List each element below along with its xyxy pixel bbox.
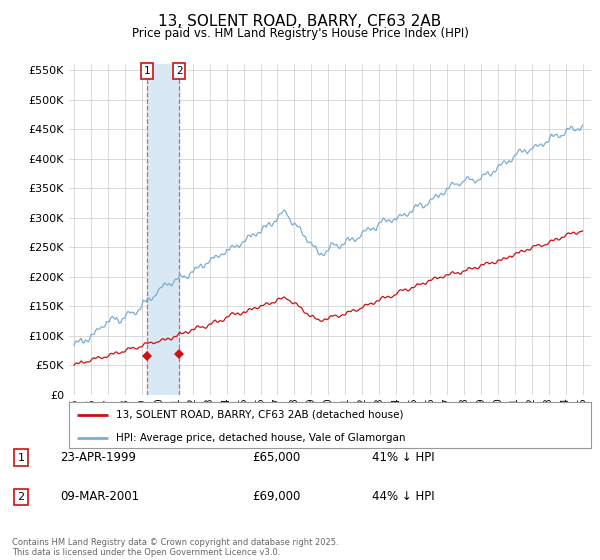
Text: 1: 1 [17,452,25,463]
Text: 41% ↓ HPI: 41% ↓ HPI [372,451,434,464]
Text: HPI: Average price, detached house, Vale of Glamorgan: HPI: Average price, detached house, Vale… [116,433,406,443]
Text: 1: 1 [143,66,150,76]
Text: 2: 2 [176,66,182,76]
Text: 2: 2 [17,492,25,502]
Text: Price paid vs. HM Land Registry's House Price Index (HPI): Price paid vs. HM Land Registry's House … [131,27,469,40]
Text: £65,000: £65,000 [252,451,300,464]
Text: 09-MAR-2001: 09-MAR-2001 [60,490,139,503]
Bar [147,64,179,395]
Text: 44% ↓ HPI: 44% ↓ HPI [372,490,434,503]
Text: Contains HM Land Registry data © Crown copyright and database right 2025.
This d: Contains HM Land Registry data © Crown c… [12,538,338,557]
Text: 13, SOLENT ROAD, BARRY, CF63 2AB (detached house): 13, SOLENT ROAD, BARRY, CF63 2AB (detach… [116,410,403,420]
Text: £69,000: £69,000 [252,490,301,503]
Text: 13, SOLENT ROAD, BARRY, CF63 2AB: 13, SOLENT ROAD, BARRY, CF63 2AB [158,14,442,29]
Text: 23-APR-1999: 23-APR-1999 [60,451,136,464]
